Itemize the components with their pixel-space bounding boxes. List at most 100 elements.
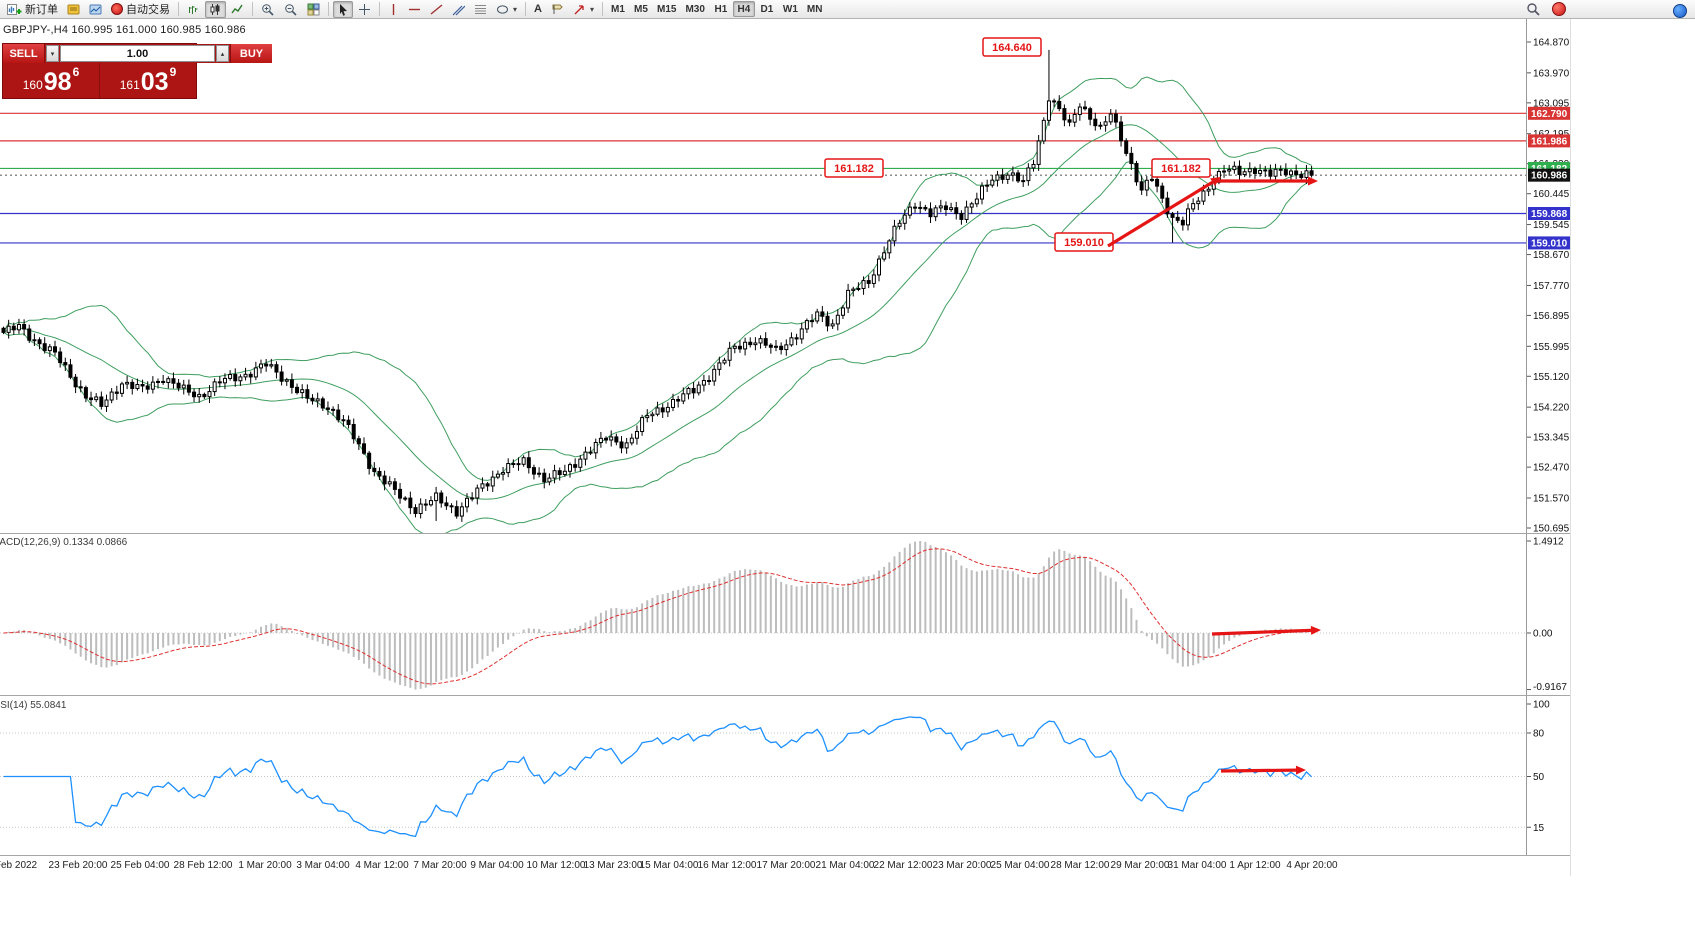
timeframe-d1-button[interactable]: D1 [756,1,778,17]
time-label: 3 Mar 04:00 [296,860,350,871]
price-tick-label: 155.995 [1533,342,1570,353]
trade-controls-row: SELL ▾ ▴ BUY [3,44,272,63]
rsi-scale-label: 100 [1533,700,1550,711]
time-label: 13 Mar 23:00 [583,860,643,871]
macd-indicator-label: MACD(12,26,9) 0.1334 0.0866 [0,537,128,548]
rsi-panel[interactable]: 100 80 50 15 [0,695,1570,856]
symbol-ohlc-info: GBPJPY-,H4 160.995 161.000 160.985 160.9… [3,24,246,36]
toolbar-separator [525,2,527,16]
vertical-line-icon [392,3,395,15]
fibonacci-icon [475,4,486,14]
price-level-badge [1528,168,1570,182]
time-label: 25 Feb 04:00 [110,860,170,871]
market-watch-icon [89,4,102,14]
shapes-button[interactable]: ▾ [492,1,521,18]
horizontal-line-button[interactable] [404,1,425,18]
divider [99,63,100,98]
timeframe-h1-button[interactable]: H1 [710,1,732,17]
crosshair-icon [359,3,370,15]
volume-control: ▾ ▴ [45,44,230,63]
price-level-badge [1528,106,1570,120]
time-label: 7 Mar 20:00 [413,860,467,871]
volume-decrease-button[interactable]: ▾ [46,45,59,62]
price-level-badge-label: 159.868 [1531,209,1568,220]
trend-arrow[interactable] [1214,176,1318,186]
buy-button[interactable]: BUY [230,44,272,63]
timeframe-m30-button[interactable]: M30 [681,1,708,17]
auto-trading-icon [111,3,123,15]
community-button[interactable] [1548,1,1570,18]
new-order-button[interactable]: 新订单 [3,1,62,18]
bid-price[interactable]: 160 98 6 [3,63,99,98]
line-chart-button[interactable] [227,1,248,18]
chevron-up-icon: ▴ [220,50,225,58]
time-label: 16 Mar 12:00 [697,860,757,871]
price-axis[interactable]: 164.870163.970163.095162.195161.320160.4… [1526,19,1571,533]
candles [1,49,1314,522]
label-icon [552,4,563,14]
timeframe-h4-button[interactable]: H4 [732,1,755,17]
text-button[interactable]: A [530,1,546,18]
zoom-in-button[interactable] [257,1,279,18]
trendline-button[interactable] [426,1,447,18]
macd-scale-label: 0.00 [1533,629,1553,640]
arrows-button[interactable]: ▾ [569,1,598,18]
market-watch-button[interactable] [85,1,106,18]
timeframe-mn-button[interactable]: MN [803,1,827,17]
ask-prefix: 161 [119,78,140,92]
trend-arrow[interactable] [1220,765,1306,775]
trend-arrow[interactable] [1211,625,1321,636]
crosshair-button[interactable] [354,1,375,18]
price-chart-panel[interactable]: 164.870163.970163.095162.195161.320160.4… [0,19,1570,533]
annotation-text: 159.010 [1064,237,1104,249]
timeframe-m15-button[interactable]: M15 [653,1,680,17]
horizontal-levels[interactable] [0,112,1527,244]
cursor-button[interactable] [333,0,353,18]
time-label: 21 Mar 04:00 [815,860,875,871]
rsi-scale-label: 80 [1533,729,1545,740]
notifications-button[interactable] [1669,2,1691,19]
chevron-down-icon: ▾ [50,50,55,58]
fibonacci-button[interactable] [470,1,491,18]
time-label: 28 Feb 12:00 [173,860,233,871]
candlestick-chart-button[interactable] [205,0,226,18]
community-icon [1552,2,1566,16]
price-annotations[interactable]: 164.640 161.182 161.182 159.010 [824,37,1211,252]
main-toolbar: 新订单 自动交易 [0,0,1695,19]
zoom-out-button[interactable] [280,1,302,18]
time-label: 1 Mar 20:00 [238,860,292,871]
time-label: 15 Mar 04:00 [639,860,699,871]
volume-increase-button[interactable]: ▴ [216,45,229,62]
volume-input[interactable] [60,45,215,62]
channel-button[interactable] [448,1,469,18]
time-label: 25 Mar 04:00 [990,860,1050,871]
macd-panel[interactable]: 1.4912 0.00 -0.9167 [0,533,1570,696]
ask-price[interactable]: 161 03 9 [100,63,196,98]
bid-main-digits: 98 [43,68,72,96]
label-button[interactable] [547,1,568,18]
time-label: 22 Mar 12:00 [873,860,933,871]
auto-trading-button[interactable]: 自动交易 [107,1,174,18]
text-tool-icon: A [534,3,542,15]
annotation-text: 161.182 [1161,163,1201,175]
shapes-icon [497,4,508,14]
search-button[interactable] [1522,1,1544,18]
trend-arrow[interactable] [1107,177,1221,248]
sell-button[interactable]: SELL [3,44,45,63]
profiles-button[interactable] [63,1,84,18]
bid-prefix: 160 [22,78,43,92]
timeframe-m5-button[interactable]: M5 [630,1,652,17]
timeframe-w1-button[interactable]: W1 [779,1,802,17]
tile-windows-button[interactable] [303,1,324,18]
search-icon [1527,3,1540,16]
timeframe-m1-button[interactable]: M1 [607,1,629,17]
horizontal-line-icon [409,8,420,10]
price-tick-label: 150.695 [1533,523,1570,533]
bid-ask-row: 160 98 6 161 03 9 [3,63,196,98]
ask-pip-digit: 9 [169,65,177,79]
vertical-line-button[interactable] [384,1,403,18]
time-label: 29 Mar 20:00 [1110,860,1170,871]
bar-chart-button[interactable] [183,1,204,18]
